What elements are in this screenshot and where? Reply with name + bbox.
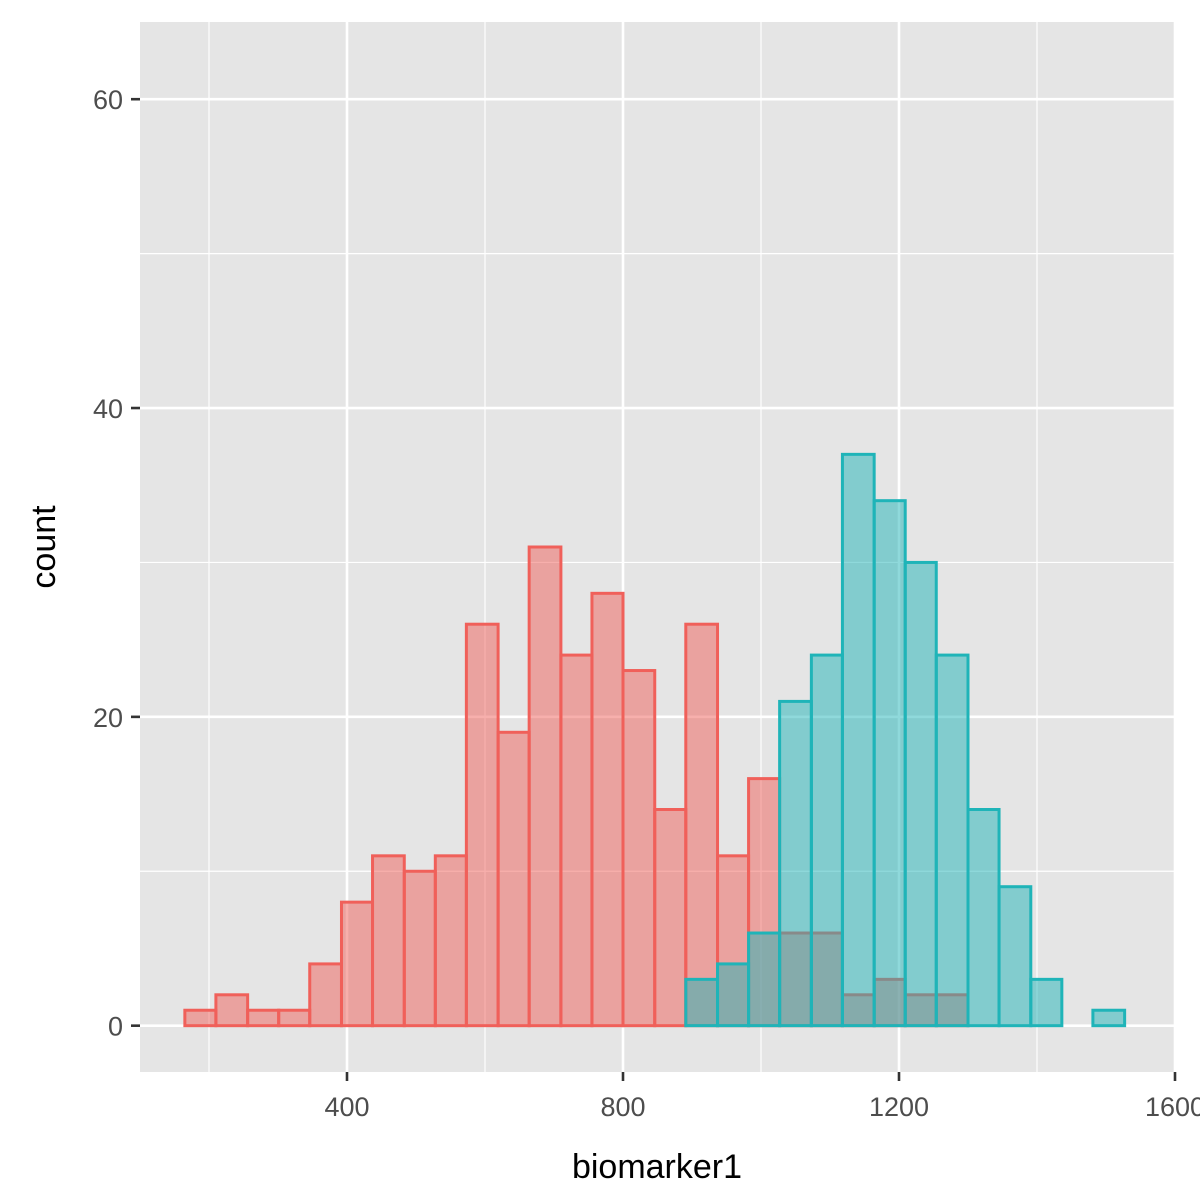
histogram-bar (840, 452, 876, 1028)
x-tick-label: 1200 (869, 1092, 929, 1122)
histogram-bar (966, 808, 1001, 1028)
grid-minor (140, 22, 1175, 1072)
histogram-bar (747, 931, 782, 1028)
histogram-bar (684, 977, 720, 1028)
histogram-bar (653, 808, 688, 1028)
histogram-bar (872, 499, 907, 1028)
histogram-bar (371, 854, 406, 1028)
histogram-bar (277, 1008, 312, 1028)
bars (183, 452, 1127, 1028)
histogram-bar (527, 545, 563, 1028)
histogram-bar (433, 854, 468, 1028)
histogram-bar (214, 993, 250, 1028)
histogram-bar (1091, 1008, 1127, 1028)
histogram-bar (934, 653, 970, 1028)
x-axis-title: biomarker1 (572, 1148, 742, 1186)
histogram-bar (997, 885, 1033, 1028)
y-tick-label: 0 (108, 1012, 123, 1042)
histogram-bar (402, 869, 437, 1028)
histogram-bar (308, 962, 343, 1028)
histogram-bar (621, 669, 657, 1028)
histogram-bar (778, 699, 813, 1028)
x-axis: 400 800 1200 1600 (324, 1072, 1200, 1122)
histogram-bar (684, 622, 720, 1028)
y-axis: 0 20 40 60 (93, 85, 140, 1042)
histogram-bar (809, 653, 844, 1028)
histogram-bar (246, 1008, 281, 1028)
histogram-bar (716, 962, 751, 1028)
histogram-bar (903, 560, 938, 1028)
histogram-bar (464, 622, 500, 1028)
histogram-bar (590, 591, 625, 1028)
histogram-series (684, 452, 1127, 1028)
y-tick-label: 20 (93, 703, 123, 733)
histogram-bar (1029, 977, 1064, 1028)
x-tick-label: 400 (324, 1092, 369, 1122)
y-axis-title: count (25, 505, 63, 589)
histogram-bar (183, 1008, 218, 1028)
x-tick-label: 1600 (1145, 1092, 1200, 1122)
histogram-bar (339, 900, 375, 1028)
histogram-bar (496, 730, 531, 1028)
y-tick-label: 40 (93, 394, 123, 424)
x-tick-label: 800 (600, 1092, 645, 1122)
histogram-bar (559, 653, 594, 1028)
y-tick-label: 60 (93, 85, 123, 115)
